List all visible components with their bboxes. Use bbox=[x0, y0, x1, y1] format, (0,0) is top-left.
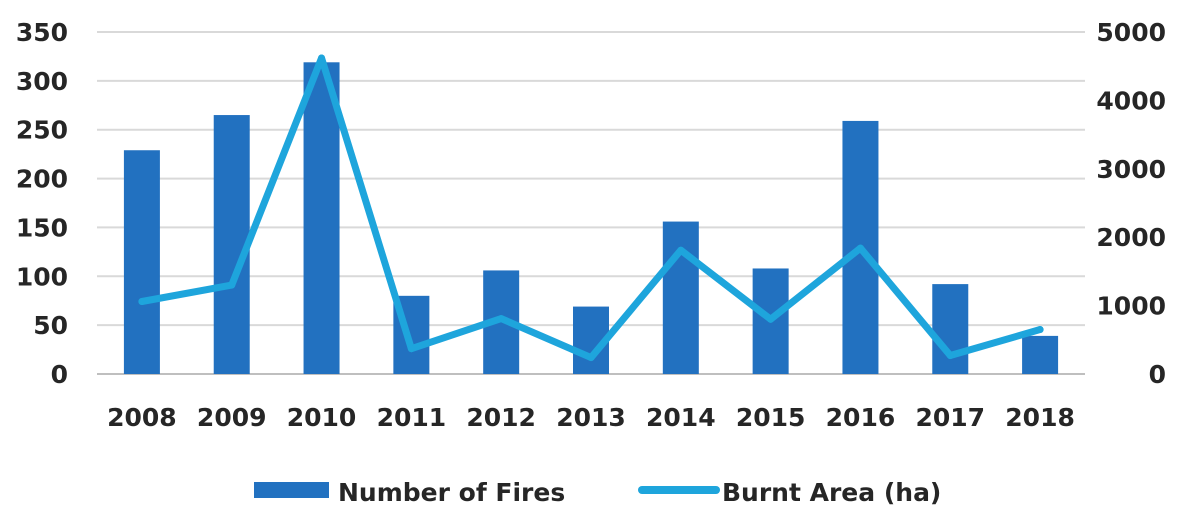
x-axis-tick-labels: 2008 2009 2010 2011 2012 2013 2014 2015 2016 2017… bbox=[107, 403, 1075, 432]
left-y-tick-label: 350 bbox=[16, 18, 68, 47]
right-y-tick-label: 4000 bbox=[1096, 86, 1166, 115]
bar-number-of-fires bbox=[123, 150, 160, 374]
x-tick-label: 2010 bbox=[287, 403, 357, 432]
right-y-tick-label: 5000 bbox=[1096, 18, 1166, 47]
bar-number-of-fires bbox=[303, 62, 340, 374]
left-axis-tick-labels: 0 50 100 150 200 250 300 350 bbox=[16, 18, 68, 389]
point-burnt-area bbox=[767, 315, 775, 323]
point-burnt-area bbox=[497, 315, 505, 323]
gridlines bbox=[97, 31, 1085, 375]
legend-swatch-number-of-fires bbox=[254, 482, 329, 498]
bar-number-of-fires bbox=[1022, 335, 1059, 374]
x-tick-label: 2008 bbox=[107, 403, 177, 432]
x-tick-label: 2013 bbox=[556, 403, 626, 432]
bar-series bbox=[123, 62, 1059, 375]
point-burnt-area bbox=[946, 352, 954, 360]
left-y-tick-label: 300 bbox=[16, 67, 68, 96]
x-tick-label: 2009 bbox=[197, 403, 267, 432]
point-burnt-area bbox=[856, 244, 864, 252]
x-tick-label: 2015 bbox=[736, 403, 806, 432]
bar-number-of-fires bbox=[213, 115, 250, 375]
left-y-tick-label: 0 bbox=[51, 360, 68, 389]
x-tick-label: 2018 bbox=[1005, 403, 1075, 432]
bar-number-of-fires bbox=[662, 221, 699, 374]
legend-label-burnt-area: Burnt Area (ha) bbox=[722, 478, 941, 505]
bar-number-of-fires bbox=[932, 284, 969, 374]
point-burnt-area bbox=[677, 246, 685, 254]
left-y-tick-label: 250 bbox=[16, 116, 68, 145]
right-y-tick-label: 3000 bbox=[1096, 155, 1166, 184]
left-y-tick-label: 50 bbox=[33, 311, 68, 340]
legend-label-number-of-fires: Number of Fires bbox=[338, 478, 565, 505]
right-y-tick-label: 0 bbox=[1149, 360, 1166, 389]
line-series bbox=[138, 54, 1044, 362]
point-burnt-area bbox=[138, 297, 146, 305]
point-burnt-area bbox=[407, 345, 415, 353]
left-y-tick-label: 200 bbox=[16, 165, 68, 194]
right-y-tick-label: 1000 bbox=[1096, 292, 1166, 321]
x-tick-label: 2011 bbox=[377, 403, 447, 432]
point-burnt-area bbox=[1036, 326, 1044, 334]
point-burnt-area bbox=[318, 54, 326, 62]
x-tick-label: 2016 bbox=[826, 403, 896, 432]
x-tick-label: 2014 bbox=[646, 403, 716, 432]
legend: Number of Fires Burnt Area (ha) bbox=[254, 478, 941, 505]
point-burnt-area bbox=[587, 354, 595, 362]
left-y-tick-label: 100 bbox=[16, 262, 68, 291]
point-burnt-area bbox=[228, 281, 236, 289]
right-axis-tick-labels: 0 1000 2000 3000 4000 5000 bbox=[1096, 18, 1166, 389]
x-tick-label: 2017 bbox=[915, 403, 985, 432]
left-y-tick-label: 150 bbox=[16, 213, 68, 242]
right-y-tick-label: 2000 bbox=[1096, 223, 1166, 252]
x-tick-label: 2012 bbox=[466, 403, 536, 432]
